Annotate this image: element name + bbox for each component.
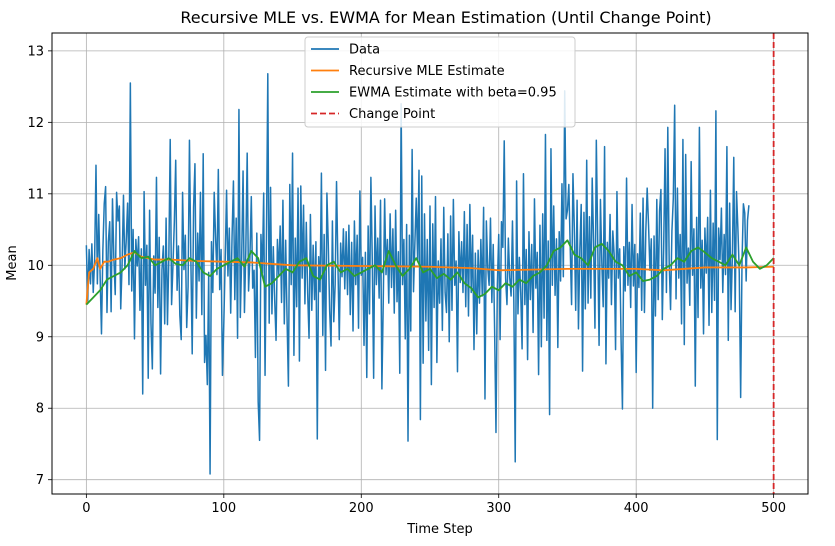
y-axis: 7 8 9 10 11 12 13 [27, 44, 52, 488]
y-tick-label: 11 [27, 187, 44, 202]
x-tick-label: 400 [624, 501, 649, 516]
legend-box [304, 36, 576, 128]
y-tick-label: 8 [36, 402, 44, 417]
x-tick-label: 500 [761, 501, 786, 516]
y-tick-label: 12 [27, 116, 44, 131]
legend-label-data: Data [349, 43, 380, 58]
y-tick-label: 7 [36, 473, 44, 488]
x-tick-label: 0 [82, 501, 90, 516]
legend-label-change_point: Change Point [349, 107, 435, 122]
y-tick-label: 10 [27, 259, 44, 274]
plot-frame [51, 32, 809, 495]
legend-label-ewma: EWMA Estimate with beta=0.95 [349, 86, 557, 101]
x-tick-label: 100 [211, 501, 236, 516]
legend-label-mle: Recursive MLE Estimate [349, 64, 505, 79]
x-tick-label: 200 [349, 501, 374, 516]
series-layer [85, 33, 775, 494]
x-axis: 0 100 200 300 400 500 [82, 494, 786, 516]
y-tick-label: 13 [27, 44, 44, 59]
x-axis-label: Time Step [406, 522, 473, 537]
chart-title: Recursive MLE vs. EWMA for Mean Estimati… [180, 8, 711, 27]
y-axis-label: Mean [5, 245, 20, 280]
legend: Data Recursive MLE Estimate EWMA Estimate … [304, 36, 576, 128]
y-tick-label: 9 [36, 330, 44, 345]
x-tick-label: 300 [486, 501, 511, 516]
ewma-series-line [85, 239, 775, 306]
mle-series-line [85, 251, 774, 305]
